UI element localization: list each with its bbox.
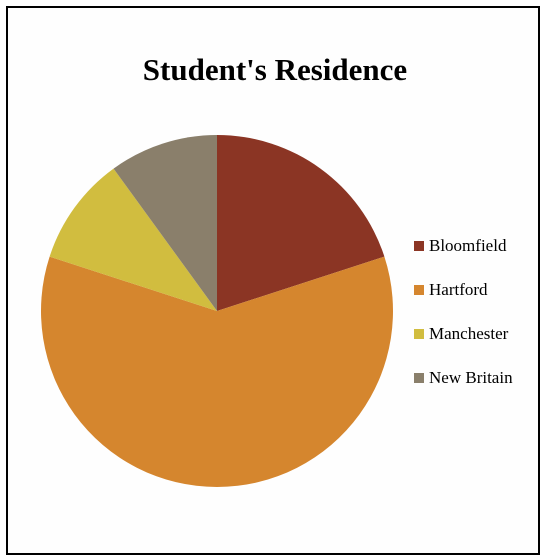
chart-frame: Student's Residence Bloomfield Hartford Ma… xyxy=(6,6,540,555)
pie-slice-new-britain xyxy=(113,135,217,311)
legend-label: New Britain xyxy=(429,368,513,387)
pie-chart xyxy=(41,135,394,487)
legend: Bloomfield Hartford Manchester New Britain xyxy=(414,224,513,400)
pie-slice-manchester xyxy=(49,168,218,311)
pie-slice-bloomfield xyxy=(217,135,385,311)
legend-item-manchester: Manchester xyxy=(414,312,513,356)
legend-swatch xyxy=(414,241,424,251)
legend-swatch xyxy=(414,373,424,383)
legend-label: Hartford xyxy=(429,280,488,299)
legend-item-bloomfield: Bloomfield xyxy=(414,224,513,268)
chart-title: Student's Residence xyxy=(142,52,408,87)
legend-label: Manchester xyxy=(429,324,509,343)
legend-label: Bloomfield xyxy=(429,236,507,255)
pie-slice-hartford xyxy=(41,256,394,487)
legend-item-hartford: Hartford xyxy=(414,268,513,312)
legend-swatch xyxy=(414,329,424,339)
legend-swatch xyxy=(414,285,424,295)
legend-item-new-britain: New Britain xyxy=(414,356,513,400)
